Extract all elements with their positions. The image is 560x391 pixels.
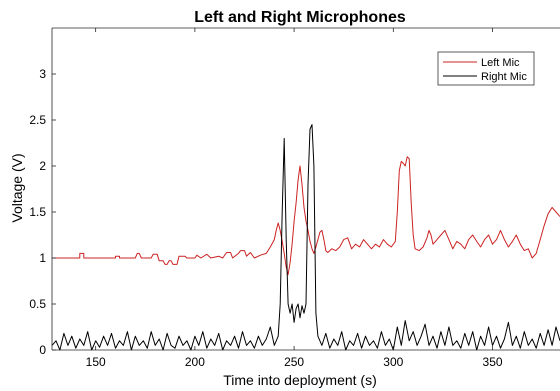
y-tick-label: 0 xyxy=(39,343,46,357)
x-tick-label: 150 xyxy=(86,355,106,369)
y-tick-label: 1 xyxy=(39,251,46,265)
y-tick-label: 1.5 xyxy=(29,205,46,219)
axes-layer xyxy=(51,27,560,351)
x-tick-label: 350 xyxy=(483,355,503,369)
x-tick-label: 200 xyxy=(185,355,205,369)
series-line-right-mic xyxy=(51,124,560,351)
series-layer xyxy=(51,124,560,351)
y-axis-ticks: 0 0.5 1 1.5 2 2.5 3 xyxy=(29,67,56,357)
series-line-left-mic xyxy=(52,156,560,276)
y-tick-label: 2 xyxy=(39,159,46,173)
legend-box xyxy=(437,51,535,86)
y-tick-label: 0.5 xyxy=(29,297,46,311)
x-axis-ticks: 150 200 250 300 350 xyxy=(86,28,503,369)
legend: Left Mic Right Mic xyxy=(437,51,535,86)
y-tick-label: 2.5 xyxy=(29,113,46,127)
y-tick-label: 3 xyxy=(39,67,46,81)
legend-label-right-mic: Right Mic xyxy=(481,71,527,83)
x-tick-label: 300 xyxy=(383,355,403,369)
legend-label-left-mic: Left Mic xyxy=(481,57,520,69)
y-axis-label: Voltage (V) xyxy=(9,153,25,222)
x-axis-label: Time into deployment (s) xyxy=(223,372,377,388)
chart-title: Left and Right Microphones xyxy=(194,9,406,26)
x-tick-label: 250 xyxy=(284,355,304,369)
